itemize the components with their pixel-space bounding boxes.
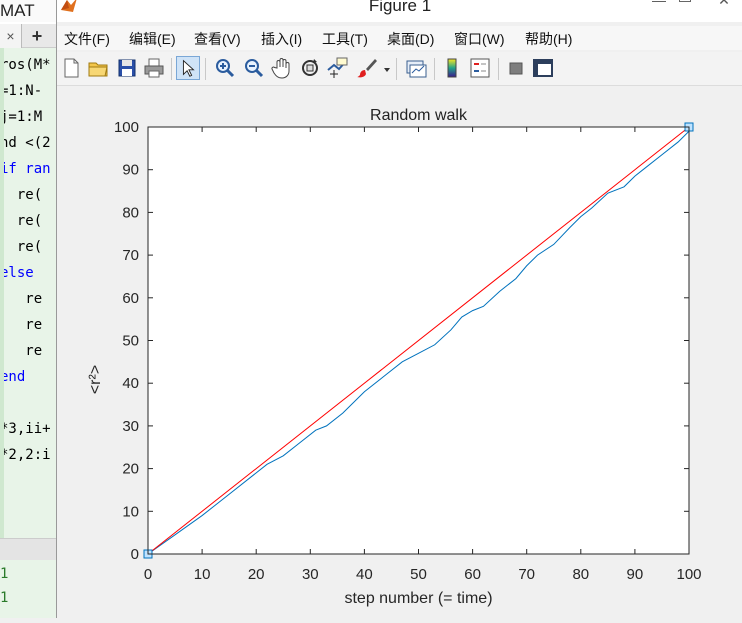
- code-line: re(: [0, 187, 43, 203]
- axes-box: [147, 126, 690, 555]
- maximize-icon: [679, 0, 691, 2]
- menu-edit[interactable]: 编辑(E): [129, 31, 176, 47]
- y-tick-label: 50: [122, 333, 139, 350]
- code-line: re(: [0, 239, 43, 255]
- code-line: re: [0, 343, 43, 359]
- code-line: =1:N-: [0, 83, 43, 99]
- maximize-button[interactable]: [675, 0, 695, 8]
- y-axis-label: <r²>: [87, 365, 104, 394]
- editor-title: MAT: [0, 0, 56, 22]
- axis-ticks: 0 10 20 30 40 50 60 70 80 90 100 0 10 20 30 40 50 60 70 80 9…: [114, 119, 702, 583]
- y-tick-label: 100: [114, 119, 139, 136]
- x-tick-label: 50: [410, 566, 427, 583]
- figure-canvas[interactable]: Random walk step number (= time) <r²> 0 1…: [57, 87, 742, 618]
- figure-window: Figure 1 — ✕ 文件(F) 编辑(E) 查看(V) 插入(I) 工具(…: [56, 0, 742, 618]
- y-tick-label: 10: [122, 503, 139, 520]
- x-tick-label: 30: [302, 566, 319, 583]
- code-line: nd <(2: [0, 135, 51, 151]
- code-line: re: [0, 291, 43, 307]
- matlab-logo-icon: [61, 0, 77, 12]
- insert-colorbar-icon[interactable]: [440, 56, 464, 80]
- y-tick-label: 30: [122, 418, 139, 435]
- code-line: if ran: [0, 161, 51, 177]
- y-tick-label: 80: [122, 204, 139, 221]
- code-line: re(: [0, 213, 43, 229]
- editor-tab-bar: × +: [0, 24, 56, 48]
- menu-bar: 文件(F) 编辑(E) 查看(V) 插入(I) 工具(T) 桌面(D) 窗口(W…: [57, 26, 742, 50]
- open-file-icon[interactable]: [86, 56, 110, 80]
- pan-hand-icon[interactable]: [270, 56, 294, 80]
- x-tick-label: 60: [464, 566, 481, 583]
- x-tick-label: 10: [194, 566, 211, 583]
- zoom-out-icon[interactable]: [242, 56, 266, 80]
- toolbar-separator: [205, 58, 206, 80]
- window-title: Figure 1: [368, 0, 432, 15]
- menu-file[interactable]: 文件(F): [64, 31, 110, 47]
- y-tick-label: 60: [122, 290, 139, 307]
- y-tick-label: 40: [122, 375, 139, 392]
- code-line: *2,2:i: [0, 447, 51, 463]
- menu-view[interactable]: 查看(V): [194, 31, 241, 47]
- hide-plot-tools-icon[interactable]: [504, 56, 528, 80]
- command-line: 1: [0, 566, 9, 582]
- x-tick-label: 100: [676, 566, 701, 583]
- x-tick-label: 20: [248, 566, 265, 583]
- data-cursor-icon[interactable]: [326, 56, 350, 80]
- code-line: *3,ii+: [0, 421, 51, 437]
- code-line: ros(M*: [0, 57, 51, 73]
- menu-window[interactable]: 窗口(W): [454, 31, 505, 47]
- code-area[interactable]: ros(M* =1:N-j=1:M nd <(2 if ran re( re( re(…: [0, 48, 56, 538]
- print-icon[interactable]: [142, 56, 166, 80]
- menu-insert[interactable]: 插入(I): [261, 31, 303, 47]
- insert-legend-icon[interactable]: [468, 56, 492, 80]
- minimize-button[interactable]: —: [652, 0, 666, 8]
- toolbar-separator: [171, 58, 172, 80]
- chart-title: Random walk: [370, 107, 468, 124]
- close-button[interactable]: ✕: [718, 0, 730, 8]
- add-tab-icon[interactable]: +: [31, 26, 43, 46]
- x-tick-label: 0: [144, 566, 152, 583]
- code-line: else: [0, 265, 34, 281]
- y-tick-label: 20: [122, 461, 139, 478]
- rotate-3d-icon[interactable]: [298, 56, 322, 80]
- command-line: 1: [0, 590, 9, 606]
- show-plot-tools-icon[interactable]: [531, 56, 555, 80]
- menu-desktop[interactable]: 桌面(D): [387, 31, 435, 47]
- x-tick-label: 90: [627, 566, 644, 583]
- y-tick-label: 70: [122, 247, 139, 264]
- brush-icon[interactable]: [355, 56, 379, 80]
- code-gutter: [0, 48, 4, 538]
- save-icon[interactable]: [115, 56, 139, 80]
- code-line: re: [0, 317, 43, 333]
- y-tick-label: 0: [131, 546, 139, 563]
- menu-help[interactable]: 帮助(H): [525, 31, 573, 47]
- brush-dropdown-icon[interactable]: [383, 66, 391, 74]
- series-line-1: [147, 126, 690, 555]
- toolbar-separator: [434, 58, 435, 80]
- series-line-0: [147, 130, 690, 555]
- x-axis-label: step number (= time): [344, 590, 492, 607]
- plot-svg[interactable]: Random walk step number (= time) <r²> 0 1…: [57, 87, 742, 618]
- x-tick-label: 40: [356, 566, 373, 583]
- new-figure-icon[interactable]: [59, 56, 83, 80]
- code-line: j=1:M: [0, 109, 43, 125]
- menu-tools[interactable]: 工具(T): [322, 31, 368, 47]
- link-plot-icon[interactable]: [404, 56, 428, 80]
- toolbar-separator: [396, 58, 397, 80]
- x-tick-label: 80: [572, 566, 589, 583]
- editor-scrollbar[interactable]: [0, 538, 56, 560]
- y-tick-label: 90: [122, 162, 139, 179]
- x-tick-label: 70: [518, 566, 535, 583]
- editor-window: MAT × + ros(M* =1:N-j=1:M nd <(2 if ran re(…: [0, 0, 56, 618]
- code-line: end: [0, 369, 26, 385]
- close-tab-icon[interactable]: ×: [0, 24, 22, 48]
- toolbar: [57, 52, 742, 86]
- edit-plot-arrow-icon[interactable]: [176, 56, 200, 80]
- title-bar: Figure 1 — ✕: [57, 0, 742, 22]
- toolbar-separator: [498, 58, 499, 80]
- zoom-in-icon[interactable]: [213, 56, 237, 80]
